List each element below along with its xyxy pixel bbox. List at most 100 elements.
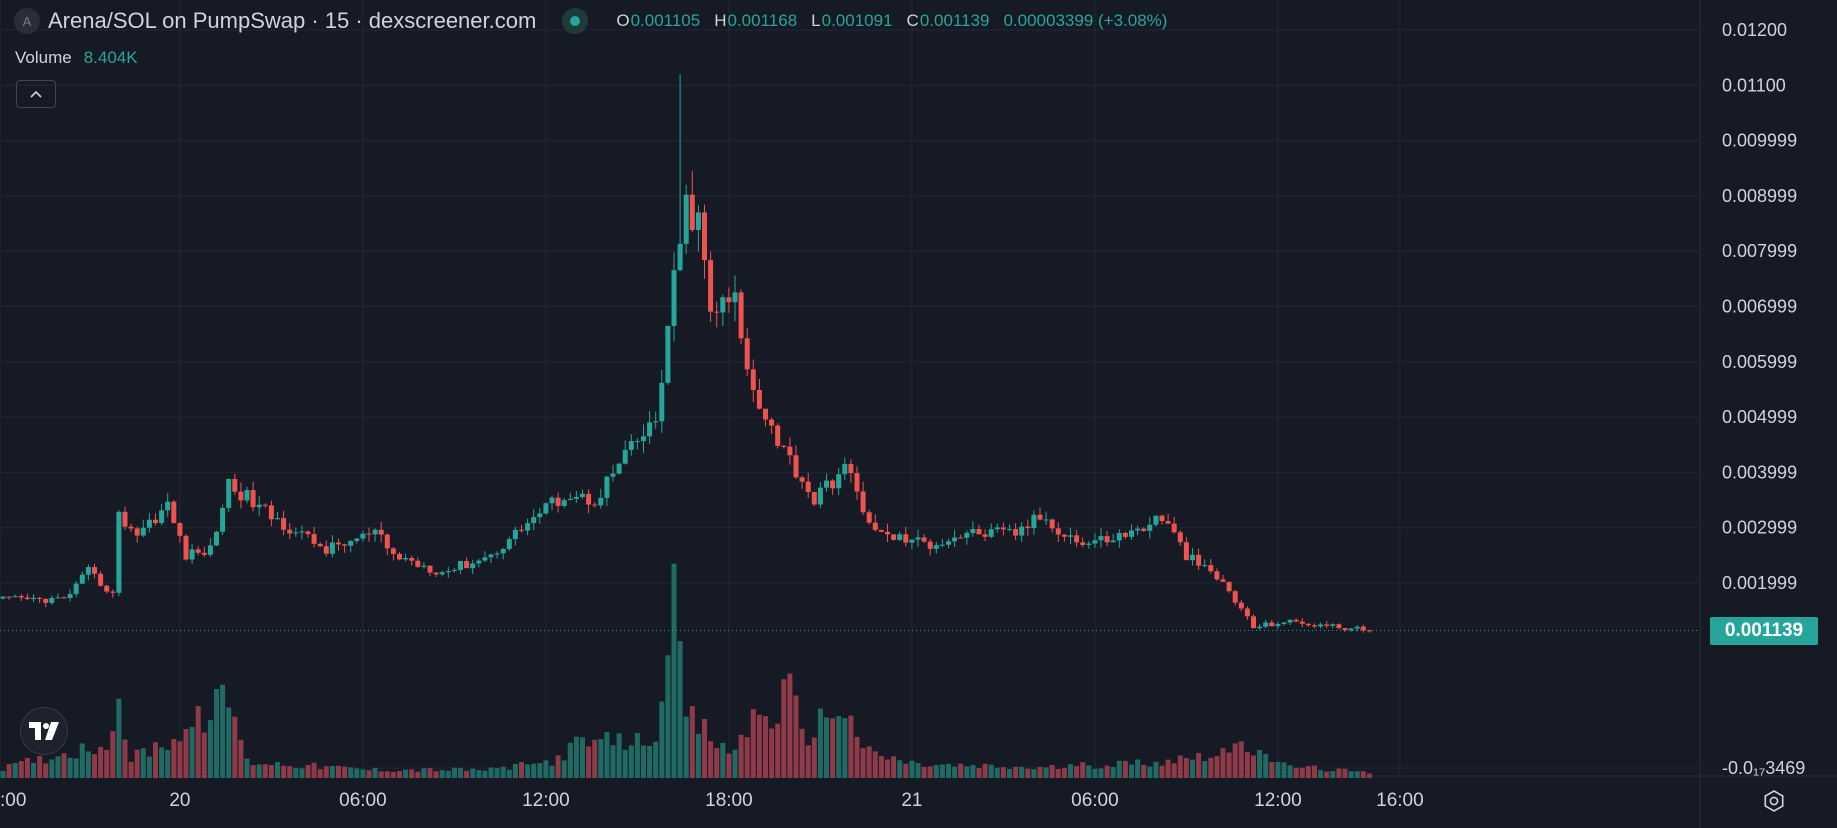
ohlc-values: O 0.001105 H 0.001168 L 0.001091 C 0.001139 … (616, 11, 1167, 31)
candle-body (683, 194, 689, 244)
candle-body (177, 523, 183, 536)
volume-bar (1318, 770, 1324, 778)
symbol-icon[interactable]: A (14, 8, 40, 34)
volume-bar (439, 770, 445, 778)
candle-body (1135, 528, 1141, 531)
candle-body (293, 532, 299, 534)
candle-body (1208, 565, 1214, 572)
volume-bar (268, 765, 274, 778)
volume-bar (1135, 759, 1141, 778)
volume-bar (1348, 771, 1354, 778)
candle-body (336, 542, 341, 545)
volume-bar (580, 737, 585, 778)
candle-body (616, 463, 622, 474)
candle-body (201, 552, 207, 555)
candle-body (1190, 554, 1195, 561)
volume-bar (683, 716, 689, 778)
y-tick-label: 0.008999 (1722, 186, 1797, 206)
candle-body (409, 558, 415, 561)
volume-bar (836, 716, 842, 778)
volume-bar (43, 763, 49, 778)
volume-bar (732, 749, 738, 778)
volume-bar (793, 695, 799, 778)
volume-bar (92, 754, 97, 778)
volume-bar (458, 768, 463, 778)
candle-body (738, 292, 744, 339)
candle-body (1104, 536, 1110, 543)
volume-bar (1068, 764, 1073, 778)
candle-body (921, 537, 927, 542)
volume-bar (397, 771, 402, 778)
volume-bar (653, 741, 659, 778)
volume-bar (1312, 765, 1317, 778)
volume-bar (159, 747, 165, 778)
volume-bar (695, 733, 701, 778)
candle-body (952, 537, 958, 542)
volume-bar (1336, 768, 1342, 778)
volume-bar (891, 756, 897, 778)
volume-bar (927, 766, 933, 778)
gear-icon[interactable] (1761, 788, 1787, 814)
candle-body (49, 597, 55, 603)
candle-body (506, 539, 512, 549)
volume-bar (1092, 768, 1098, 778)
candle-body (1171, 523, 1177, 533)
high-key: H (714, 11, 727, 30)
x-axis: :00 20 06:00 12:00 18:00 21 06:00 12:00 16:00 (0, 790, 1424, 811)
candle-body (451, 569, 457, 572)
volume-bar (915, 763, 921, 778)
volume-bar (1238, 741, 1244, 778)
candle-body (927, 541, 933, 549)
candle-body (1281, 622, 1287, 625)
collapse-legend-button[interactable] (16, 80, 56, 108)
volume-legend: Volume 8.404K (15, 48, 138, 68)
candle-body (1153, 515, 1159, 525)
volume-bar (531, 763, 537, 778)
candle-body (43, 598, 49, 603)
volume-bar (201, 732, 207, 778)
candle-body (403, 558, 409, 560)
candle-body (140, 527, 146, 536)
candle-body (275, 518, 280, 520)
candle-body (1110, 540, 1116, 543)
volume-bar (378, 771, 384, 778)
volume-bar (317, 769, 323, 778)
volume-bar (543, 760, 549, 778)
volume-bar (756, 714, 762, 778)
volume-bar (1330, 771, 1336, 778)
volume-bar (665, 655, 671, 778)
volume-bar (1293, 767, 1299, 778)
candle-body (1116, 532, 1122, 541)
volume-bar (921, 766, 927, 778)
volume-bar (1360, 771, 1366, 778)
tradingview-logo-icon[interactable] (20, 707, 68, 755)
candle-body (384, 534, 390, 549)
candle-body (1000, 527, 1006, 530)
candle-body (488, 554, 494, 558)
y-tick-label: 0.002999 (1722, 518, 1797, 538)
candle-body (702, 212, 707, 261)
volume-bar (128, 761, 134, 778)
candle-body (1043, 519, 1049, 521)
candle-body (366, 533, 372, 535)
candle-body (226, 478, 232, 508)
volume-bar (982, 763, 988, 778)
candle-body (628, 441, 634, 450)
y-tick-label: -0.0₁₇3469 (1722, 758, 1805, 778)
candle-body (1263, 622, 1269, 627)
volume-bar (49, 759, 55, 778)
volume-bar (567, 742, 573, 778)
volume-bar (549, 765, 555, 778)
candle-body (12, 596, 18, 598)
volume-bar (781, 679, 787, 778)
candle-body (61, 597, 67, 599)
candle-body (842, 464, 848, 475)
volume-bar (220, 684, 226, 778)
volume-bar (500, 766, 506, 778)
y-tick-label: 0.007999 (1722, 241, 1797, 261)
volume-bar (750, 709, 756, 778)
volume-bar (195, 706, 201, 778)
candle-body (470, 563, 476, 569)
volume-bar (689, 706, 695, 778)
